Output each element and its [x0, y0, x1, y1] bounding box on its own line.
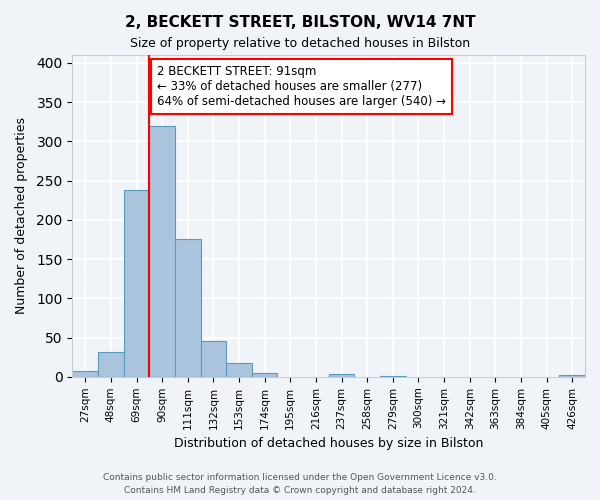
X-axis label: Distribution of detached houses by size in Bilston: Distribution of detached houses by size …: [174, 437, 484, 450]
Bar: [98, 352, 124, 377]
Bar: [559, 375, 585, 377]
Bar: [175, 240, 200, 377]
Text: 2, BECKETT STREET, BILSTON, WV14 7NT: 2, BECKETT STREET, BILSTON, WV14 7NT: [125, 15, 475, 30]
Text: Contains HM Land Registry data © Crown copyright and database right 2024.: Contains HM Land Registry data © Crown c…: [124, 486, 476, 495]
Text: Size of property relative to detached houses in Bilston: Size of property relative to detached ho…: [130, 38, 470, 51]
Text: Contains public sector information licensed under the Open Government Licence v3: Contains public sector information licen…: [103, 474, 497, 482]
Bar: [329, 374, 355, 377]
Bar: [380, 376, 406, 377]
Y-axis label: Number of detached properties: Number of detached properties: [15, 118, 28, 314]
Bar: [226, 364, 252, 377]
Bar: [124, 190, 149, 377]
Bar: [200, 342, 226, 377]
Text: 2 BECKETT STREET: 91sqm
← 33% of detached houses are smaller (277)
64% of semi-d: 2 BECKETT STREET: 91sqm ← 33% of detache…: [157, 64, 446, 108]
Bar: [252, 373, 277, 377]
Bar: [149, 126, 175, 377]
Bar: [73, 370, 98, 377]
